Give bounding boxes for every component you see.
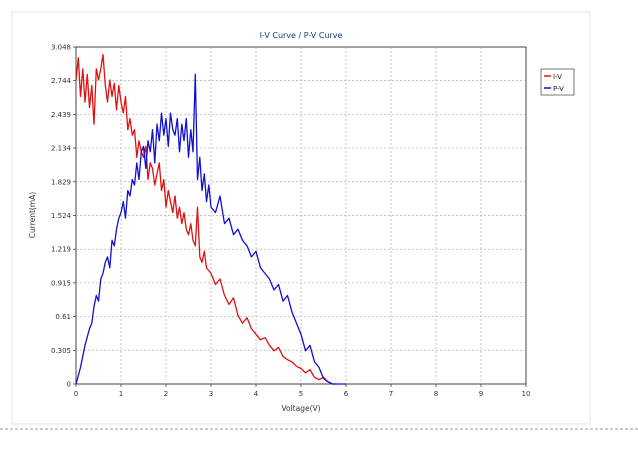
y-tick-label: 0 <box>67 381 71 389</box>
y-tick-label: 2.134 <box>51 145 72 153</box>
series-line-i-v <box>75 53 337 385</box>
legend-label-iv: I-V <box>553 73 562 81</box>
x-tick-label: 7 <box>389 390 393 398</box>
y-tick-label: 1.829 <box>51 178 71 186</box>
chart-title: I-V Curve / P-V Curve <box>260 31 343 40</box>
y-tick-label: 3.048 <box>51 44 71 52</box>
legend: I-V P-V <box>540 68 575 96</box>
x-tick-label: 10 <box>522 390 531 398</box>
x-tick-label: 9 <box>479 390 483 398</box>
y-axis-label: Current(mA) <box>28 192 37 239</box>
y-tick-label: 0.305 <box>51 347 71 355</box>
series-line-p-v <box>75 73 346 385</box>
y-tick-label: 2.439 <box>51 111 71 119</box>
x-tick-label: 4 <box>254 390 259 398</box>
y-tick-label: 1.524 <box>51 212 72 220</box>
x-tick-label: 3 <box>209 390 213 398</box>
y-tick-label: 0.915 <box>51 279 71 287</box>
x-tick-label: 8 <box>434 390 438 398</box>
x-axis-label: Voltage(V) <box>281 404 320 413</box>
y-tick-label: 2.744 <box>51 77 72 85</box>
y-tick-label: 0.61 <box>55 313 71 321</box>
y-axis-ticks: 0 0.305 0.61 0.915 1.219 1.524 1.829 2.134 2.439… <box>51 44 76 389</box>
x-tick-label: 1 <box>119 390 123 398</box>
x-tick-label: 5 <box>299 390 303 398</box>
y-tick-label: 1.219 <box>51 246 71 254</box>
x-tick-label: 6 <box>344 390 349 398</box>
x-axis-ticks: 0 1 2 3 4 5 6 7 8 9 10 <box>74 384 531 398</box>
legend-box <box>540 68 575 96</box>
x-tick-label: 0 <box>74 390 78 398</box>
series-lines <box>75 53 346 385</box>
x-tick-label: 2 <box>164 390 168 398</box>
legend-label-pv: P-V <box>553 85 564 93</box>
